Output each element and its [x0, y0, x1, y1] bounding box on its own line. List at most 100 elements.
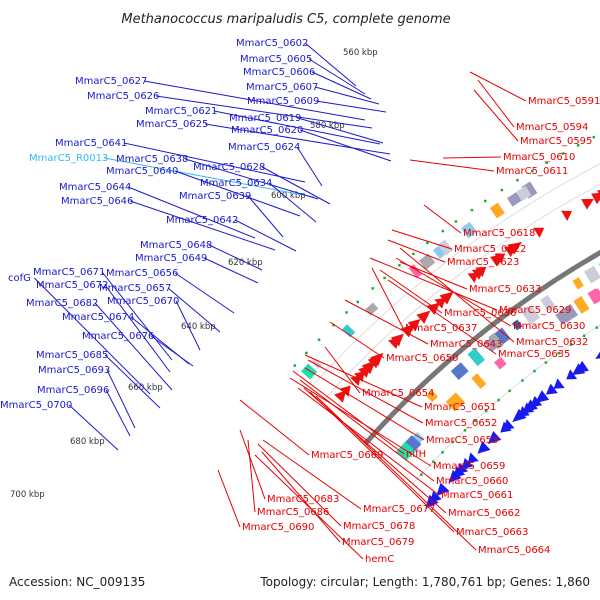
reverse-leader-line [369, 257, 498, 311]
forward-gene-label[interactable]: MmarC5_0640 [106, 166, 178, 177]
forward-gene-label[interactable]: MmarC5_0627 [75, 76, 147, 87]
forward-gene-arrow [467, 452, 479, 464]
reverse-gene-label[interactable]: MmarC5_0623 [447, 257, 519, 268]
forward-gene-label[interactable]: MmarC5_0656 [106, 268, 178, 279]
forward-gene-label[interactable]: MmarC5_0621 [145, 106, 217, 117]
reverse-gene-label[interactable]: MmarC5_0652 [425, 418, 497, 429]
forward-gene-label[interactable]: MmarC5_0674 [62, 312, 134, 323]
reverse-gene-label[interactable]: MmarC5_0654 [362, 388, 434, 399]
forward-gene-label[interactable]: MmarC5_0657 [99, 283, 171, 294]
reverse-gene-label[interactable]: MmarC5_0650 [386, 353, 458, 364]
forward-gene-label[interactable]: MmarC5_0625 [136, 119, 208, 130]
gene-feature-arrows [293, 135, 600, 509]
track-guide-line [306, 163, 600, 393]
reverse-gene-label[interactable]: MmarC5_0610 [503, 152, 575, 163]
forward-gene-label[interactable]: MmarC5_0619 [229, 113, 301, 124]
forward-gene-label[interactable]: MmarC5_0602 [236, 38, 308, 49]
gc-marker [545, 161, 548, 165]
forward-gene-label[interactable]: cofG [8, 273, 31, 284]
reverse-gene-label[interactable]: MmarC5_0611 [496, 166, 568, 177]
forward-gene-label[interactable]: MmarC5_0676 [82, 331, 154, 342]
forward-gene-label[interactable]: MmarC5_0644 [59, 182, 131, 193]
gene-annotation-block [471, 373, 487, 389]
reverse-gene-arrow [490, 254, 504, 267]
reverse-gene-label[interactable]: hemC [365, 554, 394, 565]
reverse-gene-label[interactable]: MmarC5_0618 [463, 228, 535, 239]
reverse-gene-label[interactable]: MmarC5_0636 [444, 308, 516, 319]
reverse-gene-label[interactable]: MmarC5_0683 [267, 494, 339, 505]
reverse-gene-label[interactable]: nifH [406, 449, 426, 460]
gene-annotation-block [445, 392, 465, 412]
forward-gene-label[interactable]: MmarC5_0646 [61, 196, 133, 207]
forward-gene-label[interactable]: MmarC5_R0013 [29, 153, 108, 164]
forward-gene-arrow [595, 351, 600, 360]
forward-leader-line [203, 257, 259, 284]
reverse-leader-line [257, 443, 342, 527]
reverse-gene-label[interactable]: MmarC5_0660 [436, 476, 508, 487]
reverse-gene-label[interactable]: MmarC5_0630 [513, 321, 585, 332]
reverse-gene-label[interactable]: MmarC5_0629 [499, 305, 571, 316]
forward-leader-line [316, 100, 387, 113]
reverse-leader-line [309, 391, 455, 533]
forward-gene-label[interactable]: MmarC5_0682 [26, 298, 98, 309]
reverse-gene-label[interactable]: MmarC5_0633 [469, 284, 541, 295]
reverse-gene-label[interactable]: MmarC5_0643 [430, 339, 502, 350]
forward-gene-label[interactable]: MmarC5_0670 [107, 296, 179, 307]
reverse-gene-label[interactable]: MmarC5_0661 [441, 490, 513, 501]
forward-gene-label[interactable]: MmarC5_0700 [0, 400, 72, 411]
reverse-gene-label[interactable]: MmarC5_0669 [311, 450, 383, 461]
reverse-gene-label[interactable]: MmarC5_0659 [433, 461, 505, 472]
reverse-gene-label[interactable]: MmarC5_0662 [448, 508, 520, 519]
gene-annotation-block [488, 332, 504, 350]
reverse-leader-line [297, 387, 440, 496]
reverse-gene-arrow [334, 390, 347, 403]
reverse-gene-label[interactable]: MmarC5_0595 [520, 136, 592, 147]
forward-gene-label[interactable]: MmarC5_0685 [36, 350, 108, 361]
forward-gene-label[interactable]: MmarC5_0642 [166, 215, 238, 226]
forward-gene-label[interactable]: MmarC5_0638 [116, 154, 188, 165]
forward-gene-label[interactable]: MmarC5_0696 [37, 385, 109, 396]
reverse-gene-label[interactable]: MmarC5_0632 [516, 337, 588, 348]
forward-gene-label[interactable]: MmarC5_0609 [247, 96, 319, 107]
reverse-gene-label[interactable]: MmarC5_0651 [424, 402, 496, 413]
reverse-gene-arrow [561, 210, 573, 221]
reverse-gene-label[interactable]: MmarC5_0637 [405, 323, 477, 334]
reverse-gene-label[interactable]: MmarC5_0686 [257, 507, 329, 518]
forward-leader-line [156, 95, 373, 129]
forward-gene-arrow [477, 441, 491, 454]
forward-gene-label[interactable]: MmarC5_0639 [179, 191, 251, 202]
forward-gene-label[interactable]: MmarC5_0649 [135, 253, 207, 264]
forward-leader-line [184, 158, 319, 200]
forward-gene-label[interactable]: MmarC5_0606 [243, 67, 315, 78]
forward-gene-label[interactable]: MmarC5_0628 [193, 162, 265, 173]
reverse-gene-arrow [350, 375, 361, 386]
forward-gene-label[interactable]: MmarC5_0620 [231, 125, 303, 136]
gene-annotation-block [493, 327, 511, 346]
forward-gene-label[interactable]: MmarC5_0634 [200, 178, 272, 189]
reverse-gene-arrow [400, 324, 415, 338]
reverse-gene-label[interactable]: MmarC5_0679 [342, 537, 414, 548]
forward-gene-label[interactable]: MmarC5_0626 [87, 91, 159, 102]
forward-gene-label[interactable]: MmarC5_0693 [38, 365, 110, 376]
forward-gene-label[interactable]: MmarC5_0607 [246, 82, 318, 93]
reverse-gene-label[interactable]: MmarC5_0663 [456, 527, 528, 538]
reverse-gene-label[interactable]: MmarC5_0622 [454, 244, 526, 255]
reverse-gene-label[interactable]: MmarC5_0677 [363, 504, 435, 515]
reverse-leader-line [477, 79, 515, 128]
reverse-gene-label[interactable]: MmarC5_0664 [478, 545, 550, 556]
topology-summary-text: Topology: circular; Length: 1,780,761 bp… [259, 575, 590, 589]
reverse-gene-label[interactable]: MmarC5_0653 [426, 435, 498, 446]
forward-gene-label[interactable]: MmarC5_0605 [240, 54, 312, 65]
reverse-gene-label[interactable]: MmarC5_0635 [498, 349, 570, 360]
forward-gene-label[interactable]: MmarC5_0624 [228, 142, 300, 153]
forward-gene-label[interactable]: MmarC5_0672 [36, 280, 108, 291]
reverse-gene-label[interactable]: MmarC5_0678 [343, 521, 415, 532]
forward-gene-label[interactable]: MmarC5_0648 [140, 240, 212, 251]
reverse-leader-line [423, 204, 462, 234]
reverse-gene-label[interactable]: MmarC5_0690 [242, 522, 314, 533]
forward-gene-label[interactable]: MmarC5_0641 [55, 138, 127, 149]
reverse-gene-label[interactable]: MmarC5_0594 [516, 122, 588, 133]
reverse-gene-label[interactable]: MmarC5_0591 [528, 96, 600, 107]
forward-gene-label[interactable]: MmarC5_0671 [33, 267, 105, 278]
forward-leader-line [247, 195, 284, 238]
